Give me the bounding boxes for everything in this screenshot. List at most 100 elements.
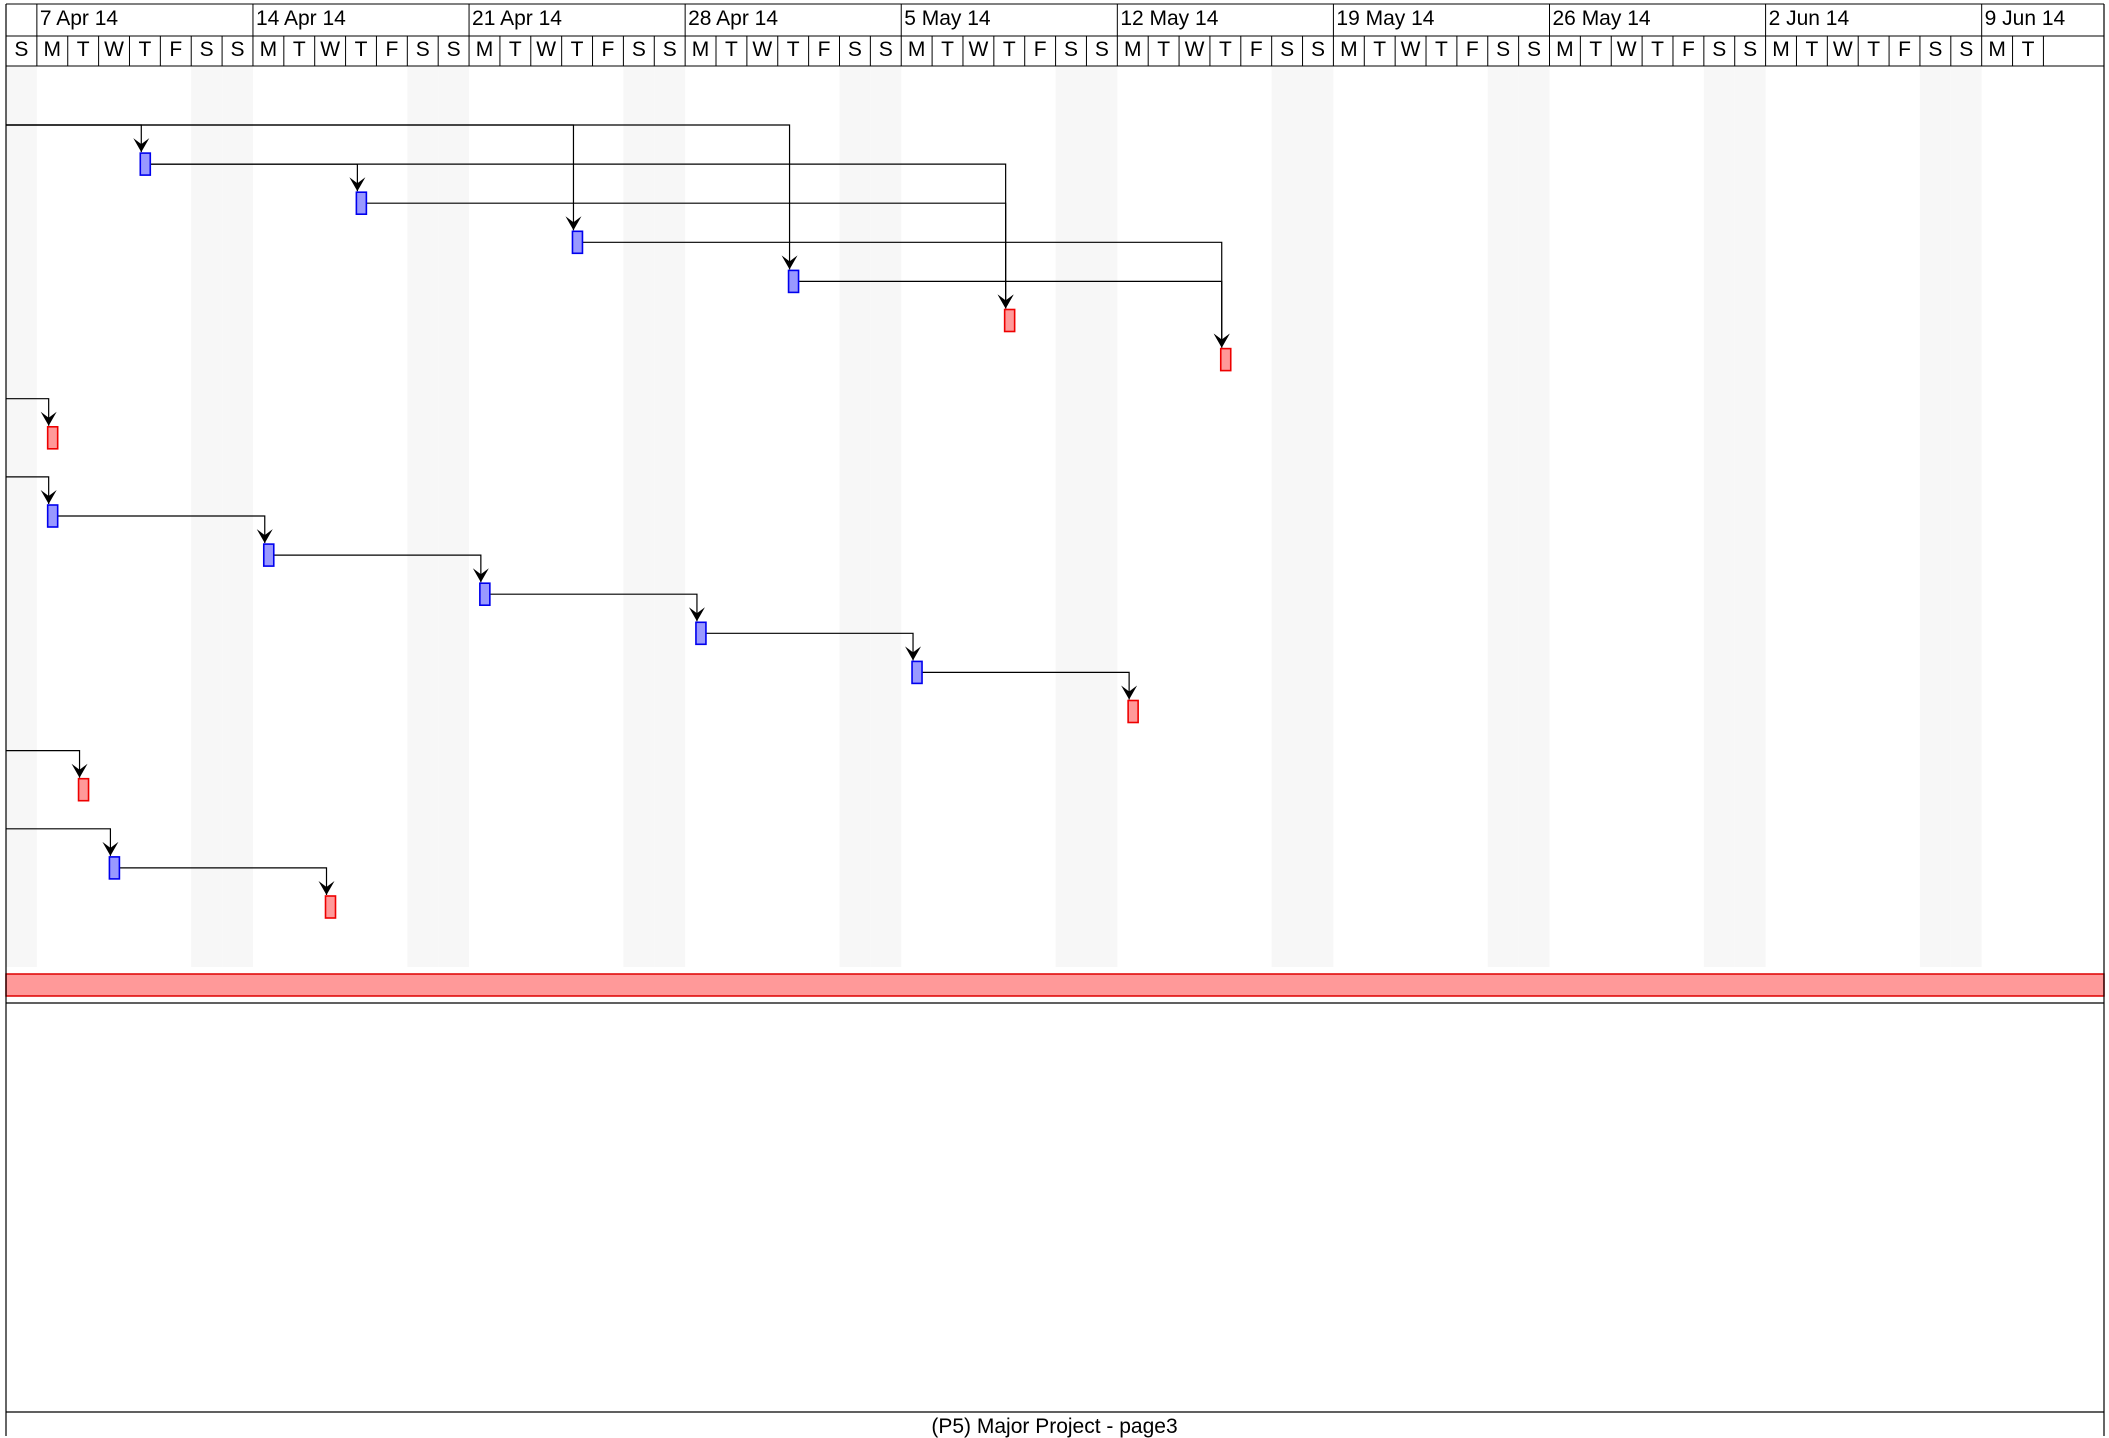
day-label: T (354, 38, 368, 61)
day-label: S (199, 38, 214, 61)
day-label: M (907, 38, 926, 61)
day-label: F (817, 38, 831, 61)
day-label: T (941, 38, 954, 61)
header-grid (5, 3, 2104, 67)
task-bar[interactable] (911, 660, 923, 685)
arrowhead-icon (133, 138, 150, 153)
dependency-links (6, 124, 1230, 895)
weekend-column (6, 66, 37, 967)
day-label: S (1094, 38, 1109, 61)
week-label: 21 Apr 14 (472, 7, 562, 30)
week-label: 19 May 14 (1336, 7, 1435, 30)
day-label: W (1616, 38, 1637, 61)
arrowhead-icon (1213, 333, 1230, 348)
week-label: 12 May 14 (1120, 7, 1219, 30)
day-label: T (1651, 38, 1664, 61)
dependency-link (6, 476, 50, 504)
day-label: S (1712, 38, 1727, 61)
dependency-link (6, 124, 791, 270)
day-label: T (2021, 38, 2035, 61)
dependency-link (57, 515, 266, 544)
dependency-link (6, 124, 575, 231)
dependency-link (366, 202, 1007, 309)
task-bar[interactable] (355, 191, 368, 215)
week-label: 2 Jun 14 (1768, 7, 1850, 30)
day-label: S (1280, 38, 1295, 61)
day-label: W (320, 38, 341, 61)
arrowhead-icon (102, 841, 119, 856)
day-label: S (14, 38, 29, 61)
week-label: 26 May 14 (1552, 7, 1651, 30)
project-summary-bar[interactable] (5, 973, 2105, 997)
day-label: W (1400, 38, 1421, 61)
weekend-column (1271, 66, 1303, 967)
day-label: M (1340, 38, 1358, 61)
weekend-column (1086, 66, 1118, 967)
weekend-column (1518, 66, 1550, 967)
day-label: W (104, 38, 124, 61)
day-label: M (1556, 38, 1574, 61)
task-bar[interactable] (46, 504, 59, 528)
day-label: T (1435, 38, 1448, 61)
task-bar[interactable] (108, 856, 121, 880)
weekend-shading (6, 66, 1982, 967)
dependency-link (705, 632, 914, 661)
day-label: S (1743, 38, 1758, 61)
weekend-column (1950, 66, 1982, 967)
dependency-link (6, 828, 112, 856)
week-label: 28 Apr 14 (688, 7, 779, 30)
footer-title: (P5) Major Project - page3 (931, 1415, 1178, 1438)
day-label: T (1002, 38, 1016, 61)
day-label: W (536, 38, 557, 61)
dependency-link (922, 671, 1130, 700)
day-label: F (1249, 38, 1263, 61)
week-label: 7 Apr 14 (39, 7, 119, 30)
task-bar[interactable] (787, 269, 800, 294)
day-label: T (1805, 38, 1819, 61)
arrowhead-icon (472, 568, 489, 583)
day-label: F (1033, 38, 1047, 61)
task-bar[interactable] (262, 543, 275, 567)
day-label: M (691, 38, 710, 61)
day-label: T (1373, 38, 1387, 61)
milestone-bar[interactable] (46, 425, 59, 450)
task-bar[interactable] (139, 152, 152, 176)
arrowhead-icon (688, 607, 705, 622)
dependency-link (119, 867, 328, 895)
weekend-column (1055, 66, 1087, 967)
weekend-column (407, 66, 439, 967)
weekend-column (1734, 66, 1766, 967)
day-label: S (631, 38, 646, 61)
arrowhead-icon (997, 294, 1014, 309)
arrowhead-icon (781, 255, 798, 270)
day-label: W (1832, 38, 1853, 61)
chart-frame (5, 4, 2105, 1436)
dependency-link (6, 398, 50, 426)
day-label: S (446, 38, 461, 61)
day-label: M (259, 38, 278, 61)
day-label: S (1527, 38, 1542, 61)
milestone-bar[interactable] (77, 777, 90, 802)
milestone-bar[interactable] (1127, 699, 1139, 724)
dependency-link (798, 280, 1223, 348)
day-label: M (475, 38, 494, 61)
day-label: S (230, 38, 245, 61)
task-bar[interactable] (479, 582, 491, 607)
day-label: S (1496, 38, 1511, 61)
day-label: F (1465, 38, 1479, 61)
task-bar[interactable] (695, 621, 707, 646)
arrowhead-icon (40, 411, 57, 426)
weekend-column (654, 66, 686, 967)
task-bar[interactable] (571, 230, 584, 255)
milestone-bar[interactable] (1219, 347, 1232, 372)
weekend-column (438, 66, 470, 967)
weekend-column (839, 66, 871, 967)
milestone-bar[interactable] (324, 895, 337, 919)
day-label: T (1218, 38, 1232, 61)
weekend-column (1302, 66, 1334, 967)
day-label: M (1123, 38, 1142, 61)
milestone-bar[interactable] (1003, 308, 1016, 333)
weekend-column (1487, 66, 1519, 967)
arrowhead-icon (349, 177, 366, 192)
